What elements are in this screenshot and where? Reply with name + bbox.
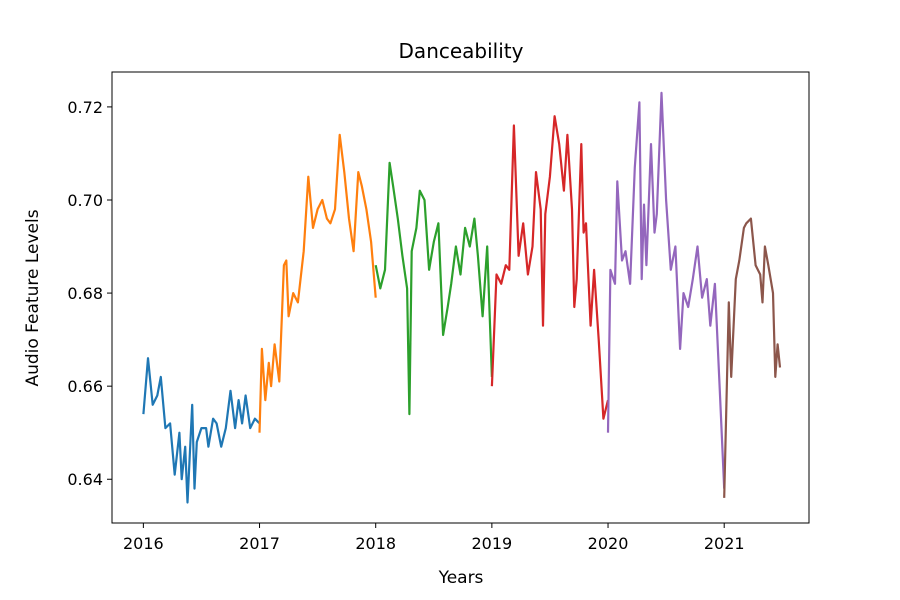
x-tick-label: 2019: [472, 534, 513, 553]
x-tick-label: 2020: [588, 534, 629, 553]
series-line-6: [723, 217, 782, 498]
x-tick-label: 2016: [123, 534, 164, 553]
chart-title: Danceability: [399, 39, 524, 63]
plot-frame: [111, 71, 810, 524]
x-axis-title: Years: [438, 568, 484, 588]
series-layer: [142, 91, 782, 504]
series-line-4: [490, 115, 610, 420]
series-line-1: [142, 357, 261, 504]
x-axis: 2016 2017 2018 2019 2020 2021: [123, 523, 745, 553]
x-tick-label: 2018: [355, 534, 396, 553]
series-line-3: [374, 161, 493, 416]
x-tick-label: 2021: [704, 534, 745, 553]
y-axis: 0.64 0.66 0.68 0.70 0.72: [67, 98, 112, 489]
y-axis-title: Audio Feature Levels: [23, 209, 43, 386]
series-line-5: [606, 91, 726, 489]
y-tick-label: 0.68: [67, 284, 103, 303]
y-tick-label: 0.72: [67, 98, 103, 117]
y-tick-label: 0.66: [67, 377, 103, 396]
series-line-2: [258, 133, 377, 433]
y-tick-label: 0.70: [67, 191, 103, 210]
y-tick-label: 0.64: [67, 470, 103, 489]
x-tick-label: 2017: [239, 534, 280, 553]
